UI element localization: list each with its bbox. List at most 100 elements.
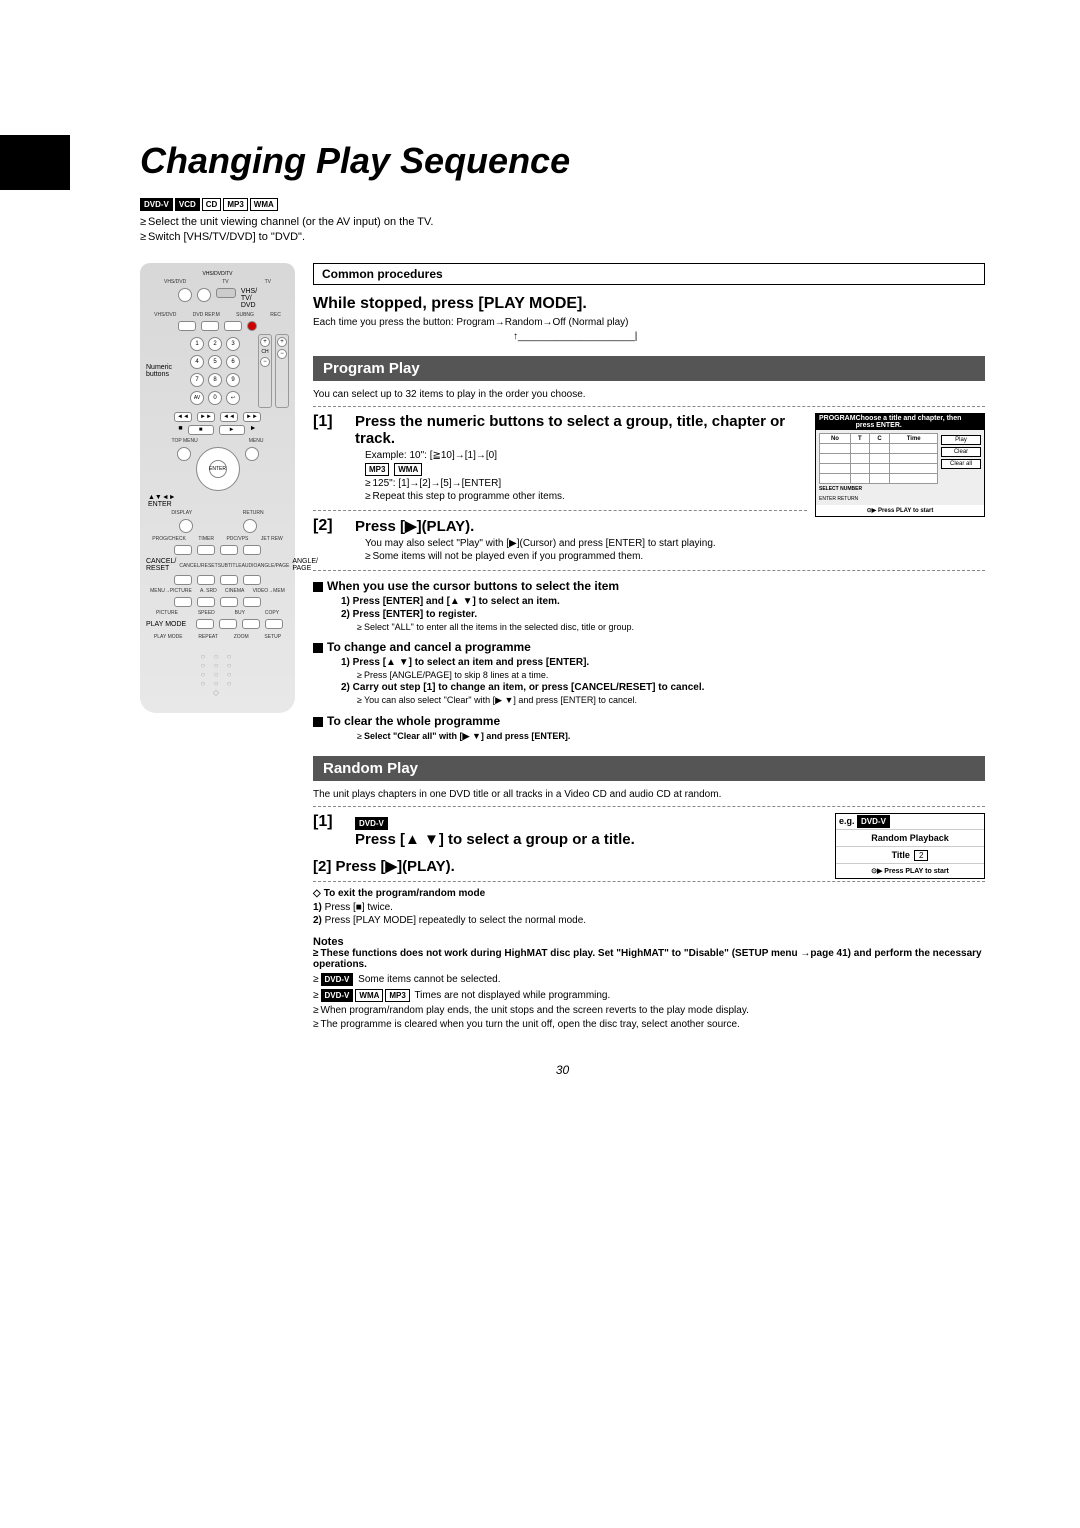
- num-2[interactable]: 2: [208, 337, 222, 351]
- panel-hint: Choose a title and chapter, then press E…: [856, 415, 981, 429]
- step-num: [1]: [313, 813, 341, 831]
- col-header: Time: [890, 434, 938, 444]
- ch-box: + CH −: [258, 334, 272, 408]
- format-tags: DVD-VVCDCDMP3WMA: [140, 194, 985, 212]
- btn[interactable]: [174, 545, 192, 555]
- btn[interactable]: [224, 321, 242, 331]
- step-tags: MP3 WMA: [365, 463, 807, 476]
- num-9[interactable]: 9: [226, 373, 240, 387]
- rec-button[interactable]: [247, 321, 257, 331]
- num-0[interactable]: 0: [208, 391, 222, 405]
- sub-block-list: 1) Press [▲ ▼] to select an item and pre…: [341, 657, 985, 706]
- program-play-bar: Program Play: [313, 356, 985, 381]
- playmode-label: PLAY MODE: [146, 621, 186, 628]
- btn[interactable]: [243, 545, 261, 555]
- cancel-reset-button[interactable]: [174, 575, 192, 585]
- lbl: PLAY MODE: [154, 634, 183, 640]
- panel-button: Clear: [941, 447, 981, 457]
- btn[interactable]: [174, 597, 192, 607]
- menu-button[interactable]: [245, 447, 259, 461]
- arrow-indicator: ↑_____________________|: [513, 331, 985, 342]
- lbl: SPEED: [198, 610, 215, 616]
- btn[interactable]: [201, 321, 219, 331]
- note-tag: DVD-V: [321, 973, 354, 986]
- lbl: CINEMA: [225, 588, 244, 594]
- sub-block-title: When you use the cursor buttons to selec…: [313, 579, 985, 593]
- sub-item: 2) Carry out step [1] to change an item,…: [341, 682, 985, 693]
- dpad: ENTER: [196, 447, 240, 491]
- vol-up[interactable]: +: [277, 337, 287, 347]
- num-5[interactable]: 5: [208, 355, 222, 369]
- num-gte10[interactable]: ↩: [226, 391, 240, 405]
- prev-button[interactable]: ◄◄: [174, 412, 192, 422]
- rew-button[interactable]: ◄◄: [220, 412, 238, 422]
- each-time-line: Each time you press the button: Program→…: [313, 317, 985, 328]
- numeric-label: Numeric buttons: [146, 364, 172, 378]
- num-av[interactable]: AV: [190, 391, 204, 405]
- remote-control: VHS/DVD/TV VHS/DVDTVTV VHS/ TV/ DVD VHS/…: [140, 263, 295, 713]
- num-1[interactable]: 1: [190, 337, 204, 351]
- vol-down[interactable]: −: [277, 349, 287, 359]
- btn[interactable]: [197, 545, 215, 555]
- btn[interactable]: [243, 597, 261, 607]
- ch-up[interactable]: +: [260, 337, 270, 347]
- play-button[interactable]: ►: [219, 425, 245, 435]
- lbl: ANGLE/PAGE: [257, 563, 289, 569]
- num-8[interactable]: 8: [208, 373, 222, 387]
- lbl: A. SRD: [200, 588, 217, 594]
- note-line: The programme is cleared when you turn t…: [313, 1019, 985, 1030]
- ff-button[interactable]: ►►: [243, 412, 261, 422]
- lbl: SETUP: [264, 634, 281, 640]
- step-detail: You may also select "Play" with [▶](Curs…: [365, 538, 807, 549]
- random-osd-panel: e.g. DVD-V Random Playback Title2 ⊙▶ Pre…: [835, 813, 985, 879]
- btn[interactable]: [220, 575, 238, 585]
- panel-title: PROGRAM: [819, 415, 856, 429]
- stop-button[interactable]: ■: [188, 425, 214, 435]
- ch-down[interactable]: −: [260, 357, 270, 367]
- exit-line: 2) Press [PLAY MODE] repeatedly to selec…: [313, 915, 985, 926]
- btn[interactable]: [265, 619, 283, 629]
- power-tv-button[interactable]: [197, 288, 211, 302]
- switch-label: VHS/ TV/ DVD: [241, 288, 257, 309]
- angle-label: ANGLE/ PAGE: [292, 558, 318, 572]
- divider: [313, 406, 985, 407]
- main-column: Common procedures While stopped, press […: [313, 263, 985, 1033]
- lbl: VHS/DVD: [164, 279, 186, 285]
- btn[interactable]: [178, 321, 196, 331]
- random-play-intro: The unit plays chapters in one DVD title…: [313, 789, 985, 800]
- format-tag: WMA: [250, 198, 278, 211]
- vhs-tv-dvd-switch[interactable]: [216, 288, 236, 298]
- lbl: REPEAT: [198, 634, 218, 640]
- display-button[interactable]: [179, 519, 193, 533]
- angle-page-button[interactable]: [243, 575, 261, 585]
- program-osd-panel: PROGRAMChoose a title and chapter, then …: [815, 413, 985, 517]
- next-button[interactable]: ►►: [197, 412, 215, 422]
- num-6[interactable]: 6: [226, 355, 240, 369]
- enter-return-label: ENTER RETURN: [819, 496, 938, 502]
- sub-item: Press [ANGLE/PAGE] to skip 8 lines at a …: [357, 670, 985, 680]
- btn[interactable]: [197, 597, 215, 607]
- lbl: CANCEL/RESET: [179, 563, 217, 569]
- enter-button[interactable]: ENTER: [209, 460, 227, 478]
- random-play-bar: Random Play: [313, 756, 985, 781]
- btn[interactable]: [219, 619, 237, 629]
- lbl: TOP MENU: [172, 438, 198, 444]
- sub-item: Select "ALL" to enter all the items in t…: [357, 622, 985, 632]
- btn[interactable]: [242, 619, 260, 629]
- btn[interactable]: [220, 545, 238, 555]
- notes-title: Notes: [313, 936, 985, 948]
- sub-item: 2) Press [ENTER] to register.: [341, 609, 985, 620]
- power-vhs-dvd-button[interactable]: [178, 288, 192, 302]
- return-button[interactable]: [243, 519, 257, 533]
- num-4[interactable]: 4: [190, 355, 204, 369]
- btn[interactable]: [220, 597, 238, 607]
- top-menu-button[interactable]: [177, 447, 191, 461]
- num-7[interactable]: 7: [190, 373, 204, 387]
- play-mode-button[interactable]: [196, 619, 214, 629]
- sub-block-list: 1) Press [ENTER] and [▲ ▼] to select an …: [341, 596, 985, 632]
- num-3[interactable]: 3: [226, 337, 240, 351]
- btn[interactable]: [197, 575, 215, 585]
- lbl: MENU→PICTURE: [150, 588, 192, 594]
- remote-top-label: VHS/DVD/TV: [146, 271, 289, 277]
- select-label: SELECT NUMBER: [819, 486, 938, 492]
